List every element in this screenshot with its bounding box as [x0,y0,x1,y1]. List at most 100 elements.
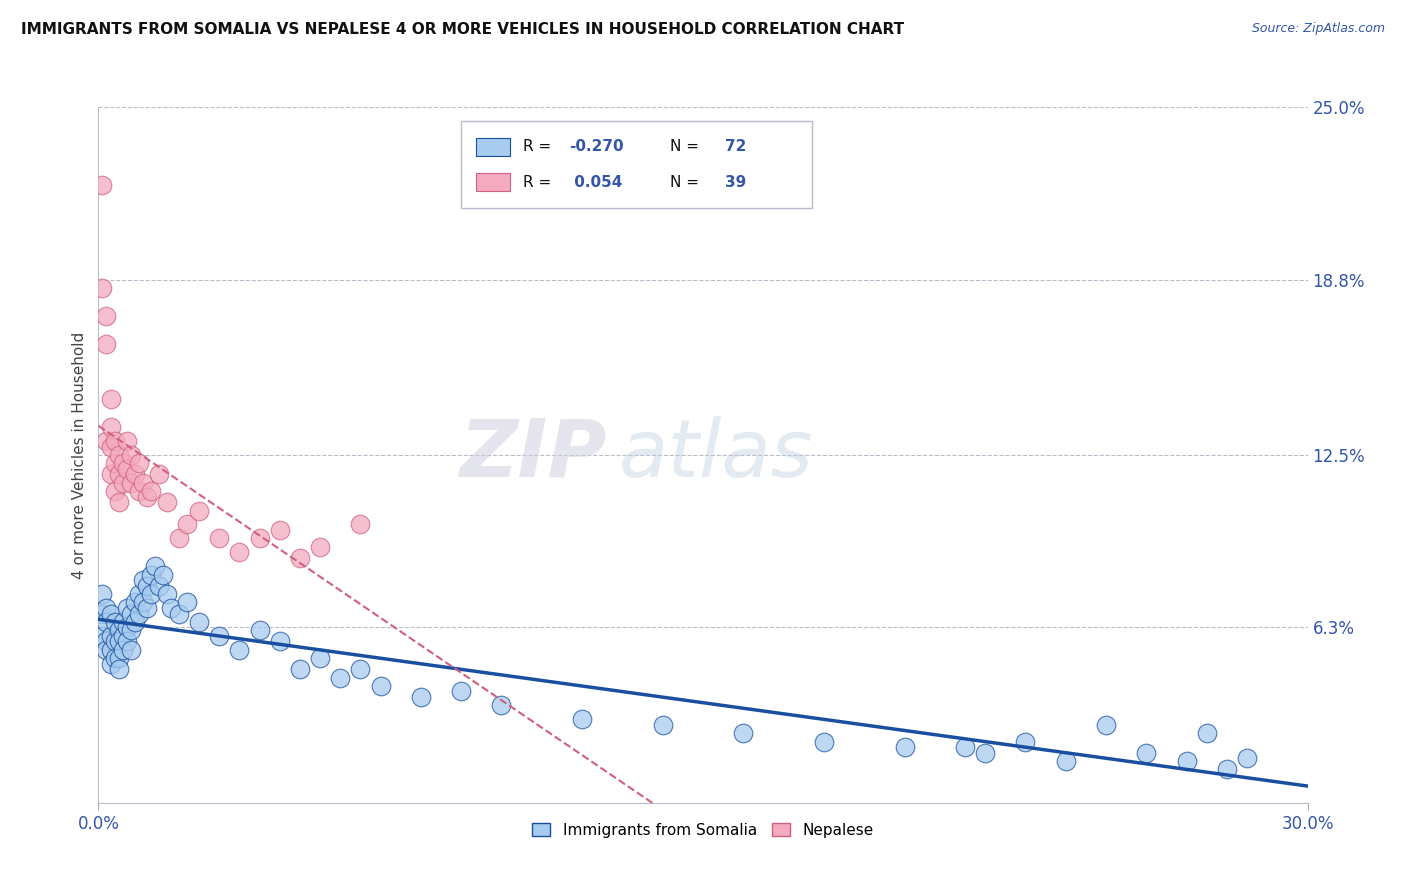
Text: ZIP: ZIP [458,416,606,494]
Point [651,718,673,732]
Point [103,434,125,448]
Point [120,607,142,621]
Point [115,462,138,476]
Point [188,615,211,629]
Text: atlas: atlas [619,416,813,494]
Point [91,629,114,643]
Point [107,467,129,482]
Point [132,595,155,609]
Point [100,467,122,482]
Point [893,740,915,755]
Point [132,573,155,587]
Point [111,475,134,490]
Point [100,629,122,643]
Point [188,503,211,517]
Point [107,624,129,638]
Point [128,484,150,499]
Point [309,651,332,665]
Point [96,615,118,629]
Point [111,456,134,470]
Point [96,336,118,351]
Point [160,601,183,615]
Point [100,607,122,621]
Point [148,467,170,482]
Point [103,484,125,499]
Point [953,740,976,755]
Text: N =: N = [671,139,704,154]
Text: N =: N = [671,175,704,189]
Text: -0.270: -0.270 [569,139,623,154]
Point [91,587,114,601]
Point [135,490,157,504]
Point [96,642,118,657]
Point [208,532,231,546]
Point [128,587,150,601]
Point [370,679,392,693]
Text: 39: 39 [724,175,745,189]
Y-axis label: 4 or more Vehicles in Household: 4 or more Vehicles in Household [72,331,87,579]
Point [96,634,118,648]
Point [135,601,157,615]
Point [120,642,142,657]
Legend: Immigrants from Somalia, Nepalese: Immigrants from Somalia, Nepalese [526,816,880,844]
Point [1095,718,1118,732]
Point [249,532,271,546]
Point [450,684,472,698]
Point [120,624,142,638]
Point [329,671,352,685]
Text: IMMIGRANTS FROM SOMALIA VS NEPALESE 4 OR MORE VEHICLES IN HOUSEHOLD CORRELATION : IMMIGRANTS FROM SOMALIA VS NEPALESE 4 OR… [21,22,904,37]
Point [148,579,170,593]
Point [96,601,118,615]
Point [349,662,371,676]
Point [176,595,198,609]
Point [1216,763,1239,777]
Point [167,607,190,621]
Text: 72: 72 [724,139,747,154]
Point [115,434,138,448]
Point [115,601,138,615]
Point [128,456,150,470]
Point [349,517,371,532]
Point [228,642,250,657]
Point [1236,751,1258,765]
Point [115,634,138,648]
Point [309,540,332,554]
Point [288,550,311,565]
Text: Source: ZipAtlas.com: Source: ZipAtlas.com [1251,22,1385,36]
FancyBboxPatch shape [461,121,811,208]
Point [249,624,271,638]
Point [1054,754,1077,768]
Text: R =: R = [523,139,557,154]
Point [176,517,198,532]
Text: 0.054: 0.054 [569,175,623,189]
Point [139,587,162,601]
Point [1195,726,1218,740]
Point [100,440,122,454]
Point [409,690,432,704]
Point [167,532,190,546]
Point [107,651,129,665]
Point [100,392,122,407]
Point [124,615,146,629]
Point [208,629,231,643]
Point [100,642,122,657]
Point [103,651,125,665]
Point [1014,734,1036,748]
Point [115,620,138,634]
Point [156,587,179,601]
Point [100,420,122,434]
Point [96,309,118,323]
Point [143,559,166,574]
Point [135,579,157,593]
Point [269,523,291,537]
Point [1175,754,1198,768]
Point [100,657,122,671]
Point [120,448,142,462]
Point [111,642,134,657]
Point [124,595,146,609]
Point [733,726,755,740]
Point [103,456,125,470]
FancyBboxPatch shape [475,173,509,191]
FancyBboxPatch shape [475,138,509,155]
Point [491,698,513,713]
